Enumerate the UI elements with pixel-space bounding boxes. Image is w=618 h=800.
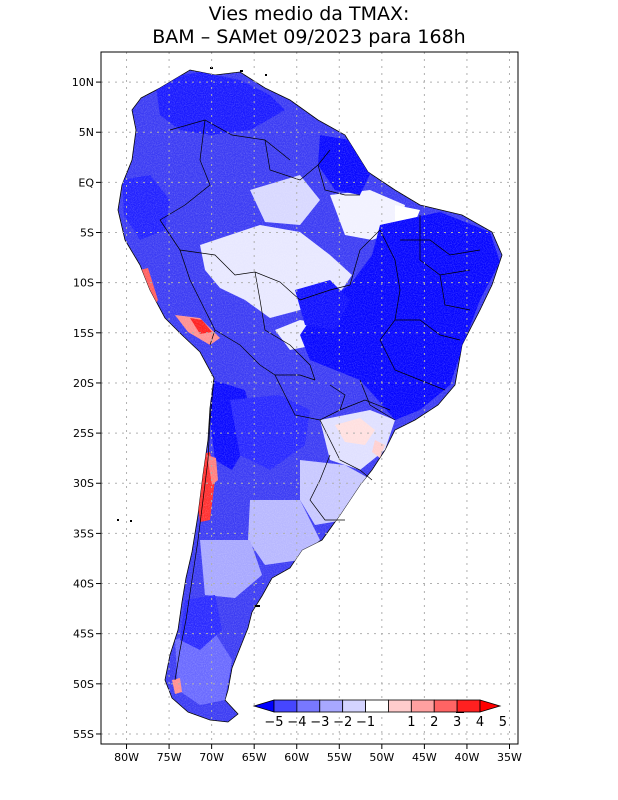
colorbar-label: −1 xyxy=(356,715,375,730)
colorbar-label: −4 xyxy=(287,715,306,730)
lat-tick-label: 45S xyxy=(73,628,94,641)
colorbar-swatch xyxy=(433,699,458,713)
colorbar-swatch xyxy=(273,699,298,713)
lat-tick-label: 15S xyxy=(73,327,94,340)
lon-tick-label: 35W xyxy=(497,751,522,764)
colorbar-label: 5 xyxy=(499,715,507,730)
lat-tick-label: EQ xyxy=(78,176,94,189)
lat-tick-label: 20S xyxy=(73,377,94,390)
lat-tick-label: 10S xyxy=(73,277,94,290)
map-title-line1: Vies medio da TMAX: xyxy=(209,3,410,25)
axis-labels: 80W 75W 70W 65W 60W 55W 50W 45W 40W 35W 10N 5N EQ 5S 1… xyxy=(72,76,522,764)
lat-tick-label: 5S xyxy=(80,227,94,240)
colorbar-swatch xyxy=(365,699,389,713)
colorbar-swatch xyxy=(388,699,412,713)
map-title-line2: BAM – SAMet 09/2023 para 168h xyxy=(152,26,465,48)
lat-tick-label: 5N xyxy=(79,126,94,139)
colorbar-swatch xyxy=(342,699,366,713)
lon-tick-label: 60W xyxy=(284,751,309,764)
lon-tick-label: 65W xyxy=(242,751,267,764)
lat-tick-label: 40S xyxy=(73,578,94,591)
colorbar-label: −5 xyxy=(264,715,283,730)
colorbar-arrow-high xyxy=(479,699,502,713)
colorbar-swatch xyxy=(319,699,344,713)
lon-tick-label: 45W xyxy=(412,751,437,764)
lon-tick-label: 40W xyxy=(455,751,480,764)
colorbar-label: 3 xyxy=(453,715,461,730)
colorbar-label: −3 xyxy=(310,715,329,730)
colorbar-label: 2 xyxy=(430,715,438,730)
lat-tick-label: 55S xyxy=(73,728,94,741)
lon-tick-label: 50W xyxy=(369,751,394,764)
colorbar-swatch xyxy=(410,699,435,713)
map-frame-border xyxy=(100,51,519,745)
lon-tick-label: 70W xyxy=(199,751,224,764)
lon-tick-label: 55W xyxy=(327,751,352,764)
lat-tick-label: 30S xyxy=(73,477,94,490)
lon-tick-label: 75W xyxy=(157,751,182,764)
lat-tick-label: 25S xyxy=(73,427,94,440)
lat-tick-label: 50S xyxy=(73,678,94,691)
colorbar: −5 −4 −3 −2 −1 1 2 3 4 5 xyxy=(252,699,507,730)
lat-tick-label: 35S xyxy=(73,527,94,540)
colorbar-swatch xyxy=(296,699,321,713)
colorbar-label: −2 xyxy=(333,715,352,730)
colorbar-label: 1 xyxy=(407,715,415,730)
lon-tick-label: 80W xyxy=(114,751,139,764)
country-borders xyxy=(159,119,481,681)
colorbar-label: 4 xyxy=(476,715,484,730)
lat-tick-label: 10N xyxy=(72,76,94,89)
colorbar-swatch xyxy=(456,699,481,713)
